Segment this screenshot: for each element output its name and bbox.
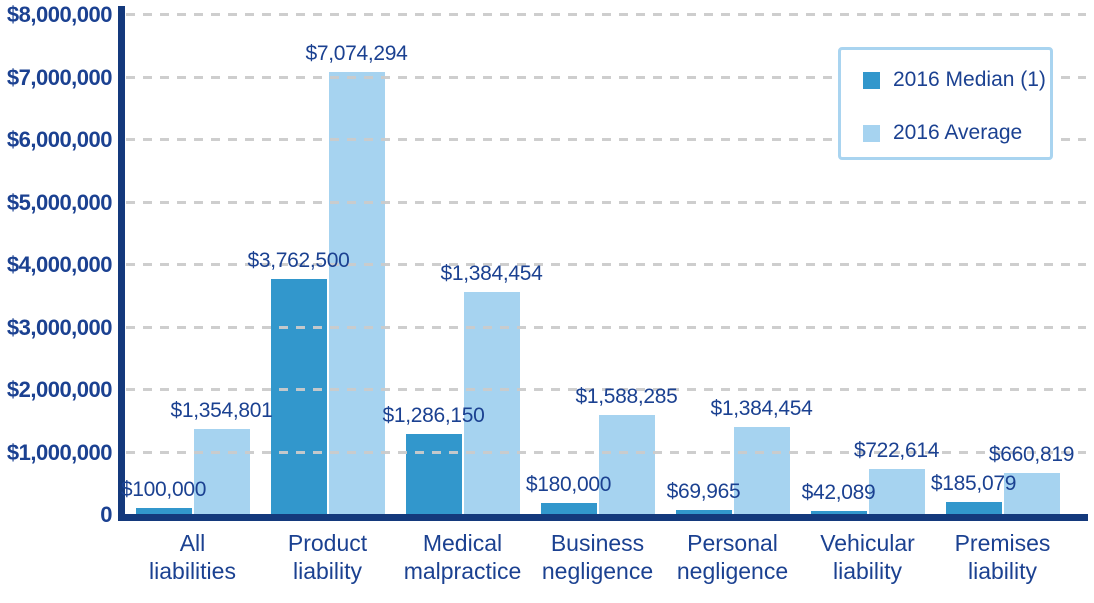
average-bar-2	[328, 71, 385, 514]
value-label: $1,286,150	[382, 403, 485, 427]
y-axis-tick-label: $8,000,000	[6, 2, 113, 27]
average-bar-6	[868, 468, 925, 514]
value-label: $1,384,454	[440, 261, 543, 285]
x-axis-category-label: Product liability	[287, 530, 368, 584]
y-axis-tick-label: $6,000,000	[6, 127, 113, 152]
y-axis-tick-label: $3,000,000	[6, 314, 113, 340]
legend-item-median: 2016 Median (1)	[863, 66, 1050, 94]
median-bar-2	[270, 278, 327, 514]
gridline	[126, 75, 1086, 79]
value-label: $7,074,294	[305, 41, 408, 65]
value-label: $1,588,285	[575, 384, 678, 408]
gridline	[126, 388, 1086, 391]
median-bar-6	[810, 511, 867, 514]
y-axis-tick-label: $1,000,000	[6, 439, 113, 465]
average-color-swatch	[863, 124, 880, 142]
average-bar-5	[733, 427, 790, 514]
value-label: $1,384,454	[710, 397, 813, 421]
x-axis-category-label: Business negligence	[541, 530, 654, 584]
value-label: $185,079	[930, 472, 1017, 496]
median-color-swatch	[863, 71, 880, 89]
legend-label-average: 2016 Average	[893, 121, 1023, 144]
gridline	[126, 263, 1086, 266]
legend-label-median: 2016 Median (1)	[893, 68, 1046, 91]
gridline	[126, 200, 1086, 204]
gridline	[126, 450, 1086, 454]
value-label: $100,000	[120, 477, 207, 501]
x-axis-category-label: Medical malpractice	[403, 530, 522, 584]
value-label: $1,354,801	[170, 399, 273, 423]
average-bar-3	[463, 291, 520, 514]
legend: 2016 Median (1) 2016 Average	[838, 47, 1053, 160]
gridline	[126, 138, 1086, 141]
median-bar-1	[135, 507, 192, 514]
y-axis-tick-label: $4,000,000	[6, 252, 113, 277]
median-bar-4	[540, 502, 597, 514]
x-axis-category-label: Personal negligence	[676, 530, 789, 584]
value-label: $660,819	[988, 442, 1075, 466]
x-axis-category-label: All liabilities	[149, 530, 236, 584]
y-axis-tick-label: $5,000,000	[6, 189, 113, 215]
median-bar-7	[945, 502, 1002, 514]
value-label: $69,965	[666, 479, 741, 503]
average-bar-4	[598, 414, 655, 514]
x-axis-category-label: Vehicular liability	[820, 530, 915, 584]
value-label: $180,000	[525, 472, 612, 496]
average-bar-1	[193, 429, 250, 514]
value-label: $3,762,500	[247, 248, 350, 272]
median-bar-5	[675, 509, 732, 514]
x-axis-category-label: Premises liability	[954, 530, 1051, 584]
x-axis-line	[118, 514, 1088, 521]
gridline	[126, 13, 1086, 16]
y-axis-tick-label: 0	[100, 502, 112, 527]
legend-item-average: 2016 Average	[863, 119, 1050, 147]
value-label: $722,614	[853, 438, 940, 462]
y-axis-line	[118, 6, 125, 521]
value-label: $42,089	[801, 481, 876, 504]
median-bar-3	[405, 433, 462, 514]
y-axis-tick-label: $7,000,000	[6, 64, 113, 90]
y-axis-tick-label: $2,000,000	[6, 377, 113, 402]
gridline	[126, 325, 1086, 329]
average-bar-7	[1003, 472, 1060, 514]
